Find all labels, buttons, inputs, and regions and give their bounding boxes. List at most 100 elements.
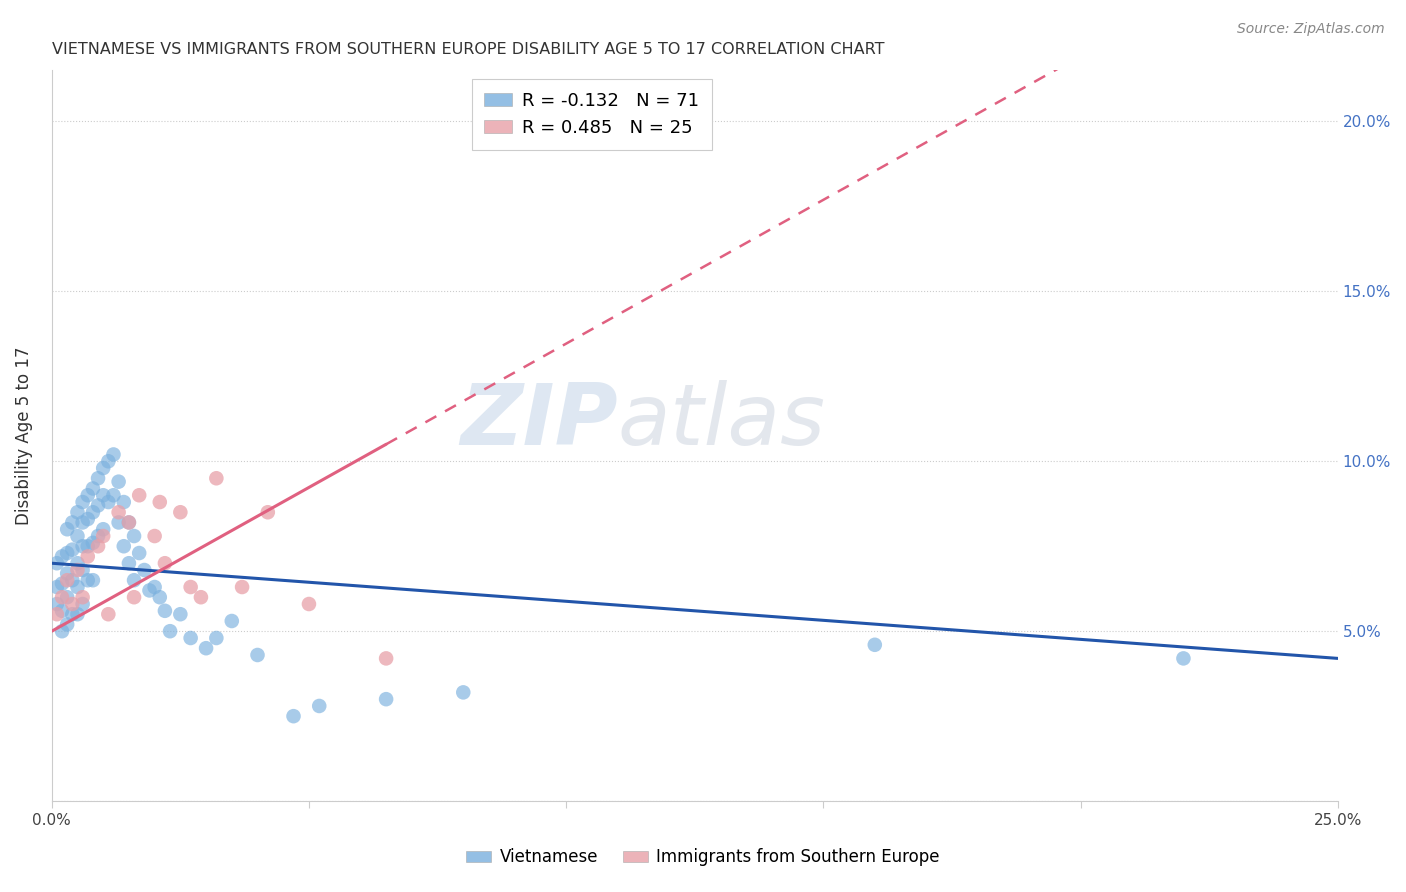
Point — [205, 471, 228, 485]
Point — [863, 638, 886, 652]
Point — [180, 631, 202, 645]
Point — [231, 580, 253, 594]
Point — [87, 471, 110, 485]
Point — [60, 542, 83, 557]
Point — [112, 495, 135, 509]
Point — [56, 546, 79, 560]
Point — [45, 607, 67, 622]
Point — [190, 591, 212, 605]
Point — [283, 709, 305, 723]
Point — [256, 505, 278, 519]
Point — [107, 516, 129, 530]
Point — [246, 648, 269, 662]
Point — [169, 505, 191, 519]
Point — [308, 698, 330, 713]
Point — [91, 461, 114, 475]
Point — [112, 539, 135, 553]
Point — [451, 685, 474, 699]
Point — [82, 482, 104, 496]
Point — [56, 566, 79, 581]
Point — [118, 516, 141, 530]
Point — [149, 495, 172, 509]
Point — [66, 563, 89, 577]
Point — [103, 488, 125, 502]
Point — [76, 488, 98, 502]
Point — [76, 573, 98, 587]
Point — [87, 539, 110, 553]
Point — [103, 447, 125, 461]
Point — [122, 573, 145, 587]
Point — [87, 499, 110, 513]
Point — [51, 549, 73, 564]
Point — [82, 505, 104, 519]
Point — [118, 556, 141, 570]
Point — [153, 604, 176, 618]
Point — [72, 591, 94, 605]
Point — [66, 529, 89, 543]
Point — [1173, 651, 1195, 665]
Point — [51, 604, 73, 618]
Point — [134, 563, 156, 577]
Text: atlas: atlas — [617, 380, 825, 463]
Point — [51, 624, 73, 639]
Point — [72, 597, 94, 611]
Point — [91, 529, 114, 543]
Point — [298, 597, 321, 611]
Point — [66, 556, 89, 570]
Text: VIETNAMESE VS IMMIGRANTS FROM SOUTHERN EUROPE DISABILITY AGE 5 TO 17 CORRELATION: VIETNAMESE VS IMMIGRANTS FROM SOUTHERN E… — [52, 42, 884, 57]
Point — [66, 505, 89, 519]
Point — [107, 505, 129, 519]
Point — [128, 488, 150, 502]
Point — [138, 583, 160, 598]
Point — [122, 591, 145, 605]
Point — [169, 607, 191, 622]
Y-axis label: Disability Age 5 to 17: Disability Age 5 to 17 — [15, 346, 32, 525]
Point — [221, 614, 243, 628]
Point — [122, 529, 145, 543]
Point — [76, 512, 98, 526]
Point — [45, 597, 67, 611]
Point — [153, 556, 176, 570]
Point — [107, 475, 129, 489]
Point — [45, 556, 67, 570]
Point — [72, 495, 94, 509]
Point — [97, 454, 120, 468]
Point — [66, 607, 89, 622]
Point — [149, 591, 172, 605]
Point — [56, 617, 79, 632]
Point — [97, 495, 120, 509]
Point — [56, 573, 79, 587]
Point — [91, 522, 114, 536]
Point — [128, 546, 150, 560]
Point — [51, 591, 73, 605]
Point — [143, 580, 166, 594]
Legend: R = -0.132   N = 71, R = 0.485   N = 25: R = -0.132 N = 71, R = 0.485 N = 25 — [472, 79, 711, 150]
Point — [91, 488, 114, 502]
Point — [60, 607, 83, 622]
Point — [195, 641, 218, 656]
Point — [97, 607, 120, 622]
Point — [60, 573, 83, 587]
Point — [375, 692, 398, 706]
Point — [56, 591, 79, 605]
Point — [375, 651, 398, 665]
Point — [72, 539, 94, 553]
Point — [180, 580, 202, 594]
Text: ZIP: ZIP — [460, 380, 617, 463]
Point — [60, 516, 83, 530]
Point — [45, 580, 67, 594]
Point — [205, 631, 228, 645]
Text: Source: ZipAtlas.com: Source: ZipAtlas.com — [1237, 22, 1385, 37]
Legend: Vietnamese, Immigrants from Southern Europe: Vietnamese, Immigrants from Southern Eur… — [460, 842, 946, 873]
Point — [72, 563, 94, 577]
Point — [76, 539, 98, 553]
Point — [87, 529, 110, 543]
Point — [60, 597, 83, 611]
Point — [82, 536, 104, 550]
Point — [143, 529, 166, 543]
Point — [82, 573, 104, 587]
Point — [118, 516, 141, 530]
Point — [159, 624, 181, 639]
Point — [66, 580, 89, 594]
Point — [56, 522, 79, 536]
